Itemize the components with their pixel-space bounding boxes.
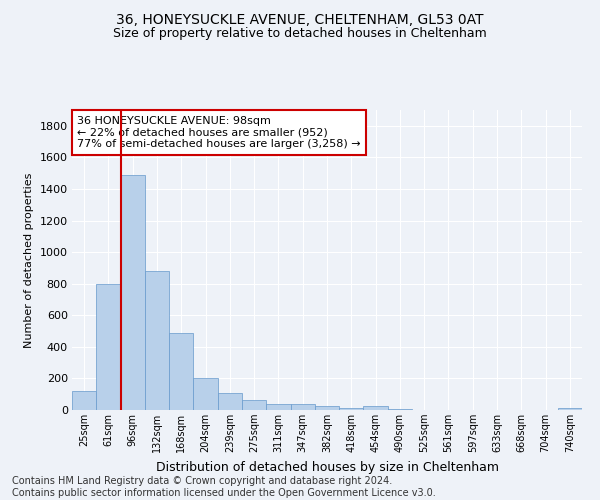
Bar bbox=[266, 404, 290, 410]
Text: 36 HONEYSUCKLE AVENUE: 98sqm
← 22% of detached houses are smaller (952)
77% of s: 36 HONEYSUCKLE AVENUE: 98sqm ← 22% of de… bbox=[77, 116, 361, 149]
Bar bbox=[339, 408, 364, 410]
Text: 36, HONEYSUCKLE AVENUE, CHELTENHAM, GL53 0AT: 36, HONEYSUCKLE AVENUE, CHELTENHAM, GL53… bbox=[116, 12, 484, 26]
Bar bbox=[242, 400, 266, 410]
Bar bbox=[218, 394, 242, 410]
Bar bbox=[121, 174, 145, 410]
Y-axis label: Number of detached properties: Number of detached properties bbox=[24, 172, 34, 348]
Bar bbox=[558, 408, 582, 410]
Text: Contains HM Land Registry data © Crown copyright and database right 2024.
Contai: Contains HM Land Registry data © Crown c… bbox=[12, 476, 436, 498]
Text: Size of property relative to detached houses in Cheltenham: Size of property relative to detached ho… bbox=[113, 28, 487, 40]
Bar bbox=[315, 406, 339, 410]
Bar bbox=[290, 404, 315, 410]
Bar bbox=[169, 332, 193, 410]
Bar bbox=[364, 406, 388, 410]
X-axis label: Distribution of detached houses by size in Cheltenham: Distribution of detached houses by size … bbox=[155, 460, 499, 473]
Bar bbox=[96, 284, 121, 410]
Bar bbox=[145, 271, 169, 410]
Bar bbox=[193, 378, 218, 410]
Bar bbox=[72, 391, 96, 410]
Bar bbox=[388, 409, 412, 410]
